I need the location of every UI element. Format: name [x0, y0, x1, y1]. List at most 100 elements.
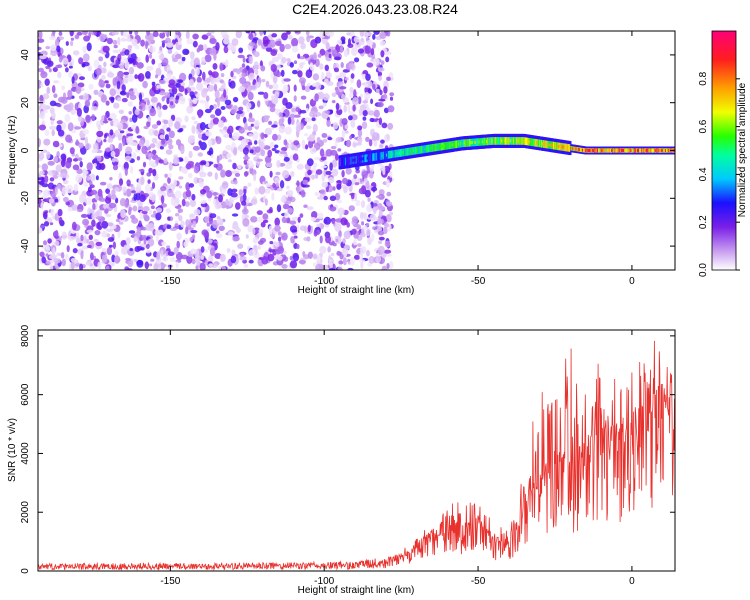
heatmap-cell: [151, 182, 156, 189]
heatmap-cell: [370, 48, 375, 56]
heatmap-cell: [290, 117, 295, 125]
heatmap-cell: [293, 84, 297, 92]
heatmap-cell: [108, 244, 113, 248]
heatmap-cell: [367, 197, 371, 202]
heatmap-cell: [292, 153, 299, 161]
heatmap-cell: [131, 190, 136, 194]
heatmap-cell: [192, 220, 197, 228]
snr-frame: [37, 329, 676, 572]
heatmap-cell: [296, 185, 301, 194]
heatmap-cell: [236, 68, 241, 75]
heatmap-cell: [162, 104, 168, 110]
heatmap-cell: [291, 37, 299, 47]
heatmap-cell: [254, 140, 258, 145]
heatmap-cell: [185, 219, 190, 227]
heatmap-cell: [348, 92, 354, 99]
heatmap-cell: [104, 114, 108, 124]
heatmap-cell: [54, 240, 60, 246]
heatmap-cell: [247, 141, 253, 146]
heatmap-cell: [130, 214, 136, 220]
heatmap-cell: [87, 207, 91, 215]
heatmap-cell: [208, 161, 214, 165]
y-tick-label: 2000: [20, 501, 31, 524]
heatmap-cell: [144, 183, 151, 193]
heatmap-cell: [175, 53, 182, 60]
heatmap-cell: [145, 71, 151, 79]
heatmap-cell: [293, 60, 298, 64]
heatmap-cell: [371, 233, 375, 242]
heatmap-cell: [261, 255, 269, 265]
heatmap-cell: [183, 241, 189, 248]
heatmap-cell: [75, 86, 82, 94]
heatmap-cell: [40, 224, 45, 229]
heatmap-cell: [349, 86, 354, 94]
heatmap-cell: [330, 252, 335, 257]
heatmap-cell: [81, 63, 86, 67]
heatmap-cell: [41, 183, 49, 188]
heatmap-cell: [146, 100, 150, 106]
heatmap-cell: [159, 263, 167, 268]
heatmap-cell: [248, 33, 254, 40]
heatmap-cell: [378, 117, 383, 125]
heatmap-cell: [168, 162, 173, 171]
heatmap-cell: [114, 255, 121, 264]
heatmap-cell: [328, 258, 333, 263]
heatmap-cell: [172, 57, 179, 63]
heatmap-cell: [118, 142, 123, 152]
heatmap-cell: [193, 166, 200, 174]
heatmap-cell: [336, 199, 342, 204]
heatmap-cell: [77, 242, 83, 247]
heatmap-cell: [157, 62, 162, 69]
heatmap-cell: [278, 231, 282, 236]
heatmap-cell: [385, 56, 390, 63]
heatmap-cell: [325, 170, 332, 176]
heatmap-cell: [386, 214, 392, 221]
heatmap-cell: [305, 144, 309, 150]
heatmap-cell: [60, 252, 65, 259]
heatmap-cell: [87, 244, 92, 249]
heatmap-cell: [218, 225, 225, 232]
heatmap-cell: [334, 192, 341, 201]
heatmap-cell: [207, 150, 212, 156]
heatmap-cell: [118, 49, 122, 53]
heatmap-cell: [173, 247, 179, 255]
heatmap-cell: [47, 238, 52, 244]
heatmap-cell: [121, 84, 126, 92]
heatmap-cell: [331, 100, 336, 104]
heatmap-cell: [357, 243, 362, 248]
heatmap-cell: [125, 237, 131, 245]
heatmap-cell: [167, 118, 174, 128]
heatmap-cell: [98, 79, 106, 88]
heatmap-cell: [337, 267, 343, 270]
heatmap-cell: [147, 223, 155, 232]
heatmap-cell: [215, 42, 220, 51]
heatmap-cell: [55, 38, 60, 48]
heatmap-cell: [194, 66, 200, 76]
heatmap-cell: [225, 198, 229, 206]
heatmap-cell: [304, 117, 312, 123]
heatmap-cell: [163, 158, 168, 164]
heatmap-cell: [212, 117, 220, 125]
heatmap-cell: [58, 36, 64, 40]
heatmap-cell: [131, 38, 138, 47]
heatmap-cell: [310, 174, 316, 179]
heatmap-cell: [126, 188, 132, 197]
y-tick-label: 4000: [20, 442, 31, 465]
heatmap-cell: [353, 174, 358, 180]
heatmap-cell: [168, 144, 174, 150]
heatmap-cell: [243, 171, 249, 177]
x-tick-label: -100: [314, 276, 334, 287]
heatmap-cell: [249, 149, 254, 154]
heatmap-cell: [145, 243, 150, 250]
heatmap-cell: [199, 161, 207, 166]
heatmap-cell: [257, 91, 265, 95]
heatmap-cell: [120, 31, 124, 36]
heatmap-cell: [38, 124, 47, 131]
heatmap-cell: [243, 116, 247, 124]
heatmap-cell: [201, 56, 206, 66]
x-tick-label: -100: [314, 576, 334, 587]
heatmap-cell: [136, 135, 143, 139]
heatmap-cell: [144, 139, 150, 148]
heatmap-cell: [57, 64, 63, 69]
heatmap-cell: [45, 46, 51, 50]
